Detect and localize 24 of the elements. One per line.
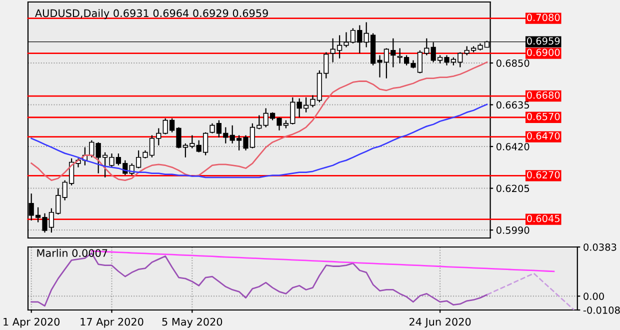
candlestick [89,140,94,158]
y-tick-label: 0.6850 [496,59,530,67]
ref-line-label: 0.6680 [527,91,560,99]
line-series [486,272,575,310]
y-tick-label: 0.0383 [584,243,616,251]
x-tick-label: 5 May 2020 [162,318,222,328]
x-tick-label: 17 Apr 2020 [80,318,144,328]
x-tick-label: 1 Apr 2020 [4,318,60,328]
ref-line-label: 0.6045 [527,214,560,222]
ref-line-label: 0.6570 [527,112,560,120]
ref-line-label: 0.7080 [527,14,560,22]
ref-line-label: 0.6959 [527,37,560,45]
y-tick-label: 0.00 [584,292,604,300]
ref-line-label: 0.6900 [527,48,560,56]
y-tick-label: 0.6205 [496,184,530,192]
line-series [30,104,488,178]
y-tick-label: 0.6420 [496,142,530,150]
y-tick-label: -0.0108 [583,306,620,314]
ref-line-label: 0.6470 [527,132,560,140]
y-tick-label: 0.6635 [496,101,530,109]
x-tick-label: 24 Jun 2020 [409,318,471,328]
ref-line-label: 0.6270 [527,171,560,178]
y-tick-label: 0.5990 [496,226,530,234]
text: AUDUSD,Daily 0.6931 0.6964 0.6929 0.6959 [35,9,268,20]
